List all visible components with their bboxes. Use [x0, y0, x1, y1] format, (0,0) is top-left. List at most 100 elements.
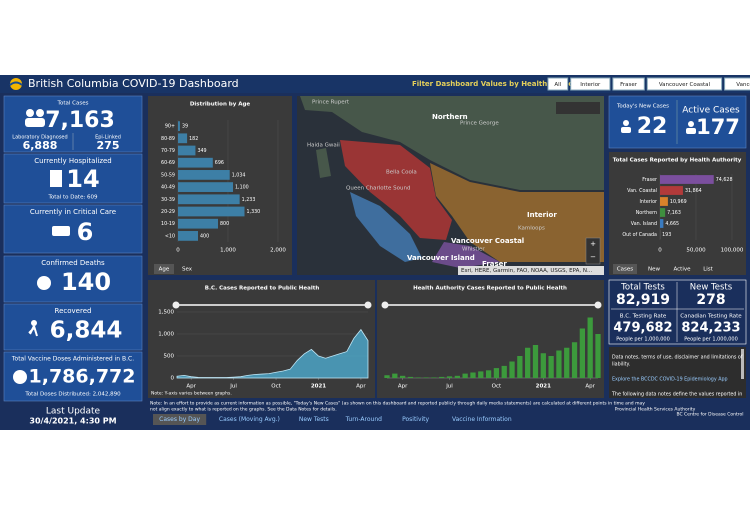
category-label: Van. Coastal: [627, 188, 657, 194]
slider-handle[interactable]: [595, 302, 602, 309]
bar: [178, 158, 213, 168]
bar: [580, 329, 585, 379]
person-icon: [623, 120, 629, 126]
value: 22: [637, 114, 668, 139]
place-label: Queen Charlotte Sound: [346, 186, 410, 192]
bar: [178, 219, 218, 229]
y-tick-label: 0: [171, 376, 175, 382]
bar: [178, 194, 240, 204]
tab[interactable]: Vaccine Information: [452, 416, 512, 423]
value-label: 1,100: [235, 185, 249, 191]
zoom-in[interactable]: +: [590, 240, 596, 248]
tab[interactable]: New: [648, 267, 660, 273]
region-label: Interior: [527, 211, 557, 219]
place-label: Whistler: [462, 247, 485, 253]
category-label: Fraser: [642, 177, 657, 183]
bar: [533, 345, 538, 378]
category-label: 60-69: [161, 160, 175, 166]
tab[interactable]: Turn-Around: [345, 416, 382, 423]
bar: [384, 375, 389, 378]
map-toolbar[interactable]: [556, 102, 600, 114]
slider-handle[interactable]: [382, 302, 389, 309]
bar: [400, 376, 405, 378]
note: Total Doses Distributed: 2,042,890: [24, 392, 121, 398]
x-tick-label: Jul: [445, 384, 453, 390]
tab[interactable]: Age: [159, 267, 170, 273]
zoom-out[interactable]: −: [590, 253, 596, 261]
category-label: Northern: [636, 210, 657, 216]
value-label: 349: [197, 148, 206, 154]
value-label: 800: [220, 221, 229, 227]
tab[interactable]: Sex: [182, 267, 193, 273]
filter-button-label[interactable]: Fraser: [620, 82, 638, 88]
x-tick-label: Jul: [229, 384, 237, 390]
dashboard-title: British Columbia COVID-19 Dashboard: [28, 77, 239, 90]
bar: [525, 348, 530, 378]
filter-button-label[interactable]: Vancouver Island: [736, 82, 750, 88]
value: 177: [696, 115, 740, 139]
bar: [408, 377, 413, 378]
place-label: Haida Gwaii: [307, 143, 340, 149]
value-label: 74,628: [716, 177, 733, 183]
category-label: Van. Island: [631, 221, 657, 227]
bar: [431, 377, 436, 378]
attribution: Esri, HERE, Garmin, FAO, NOAA, USGS, EPA…: [461, 268, 592, 274]
category-label: Interior: [640, 199, 658, 205]
person-icon: [36, 109, 44, 117]
filter-button-label[interactable]: All: [554, 82, 561, 88]
category-label: 30-39: [161, 197, 175, 203]
bar: [486, 370, 491, 378]
tab[interactable]: Active: [673, 267, 691, 273]
label: Currently in Critical Care: [30, 208, 116, 216]
people-icon: [25, 118, 45, 127]
person-icon: [686, 128, 696, 134]
hospital-icon: [50, 170, 62, 187]
panel: [377, 280, 604, 398]
label: Recovered: [55, 307, 92, 315]
walker-icon: [31, 320, 37, 326]
bar: [470, 373, 475, 379]
bar: [572, 342, 577, 378]
value-label: 1,034: [232, 172, 246, 178]
bar: [178, 182, 233, 192]
tab[interactable]: Cases by Day: [159, 416, 200, 423]
bar: [178, 207, 245, 217]
tab[interactable]: List: [703, 267, 713, 273]
scrollbar[interactable]: [741, 349, 744, 379]
category-label: Out of Canada: [622, 232, 657, 238]
unit: People per 1,000,000: [616, 337, 670, 343]
slider-handle[interactable]: [173, 302, 180, 309]
bar: [660, 186, 683, 195]
label: Canadian Testing Rate: [680, 314, 742, 320]
slider-handle[interactable]: [365, 302, 372, 309]
chart-note: Note: Y-axis varies between graphs.: [151, 391, 232, 397]
filter-button-label[interactable]: Vancouver Coastal: [659, 82, 711, 88]
bar: [502, 366, 507, 378]
x-tick-label: 0: [658, 248, 662, 254]
filter-button-label[interactable]: Interior: [580, 82, 601, 88]
bar: [423, 377, 428, 378]
label: Total Tests: [620, 283, 665, 293]
category-label: 90+: [165, 124, 175, 130]
bar: [517, 356, 522, 378]
note-line[interactable]: Explore the BCCDC COVID-19 Epidemiology …: [612, 377, 728, 383]
place-label: Prince Rupert: [312, 100, 350, 106]
category-label: 40-49: [161, 185, 175, 191]
value: 6,844: [50, 318, 123, 344]
bar: [595, 334, 600, 378]
tab[interactable]: Cases (Moving Avg.): [219, 416, 280, 423]
bar: [588, 318, 593, 379]
bar: [178, 146, 195, 156]
bar: [392, 374, 397, 378]
bar: [556, 351, 561, 379]
value-label: 39: [182, 124, 188, 130]
value: 30/4/2021, 4:30 PM: [29, 417, 116, 426]
bar: [660, 219, 663, 228]
label: Total Cases: [57, 101, 89, 107]
tab[interactable]: Positivity: [402, 416, 429, 423]
value: 278: [696, 292, 725, 308]
tab[interactable]: New Tests: [299, 416, 329, 423]
bar: [455, 376, 460, 378]
unit: People per 1,000,000: [684, 337, 738, 343]
tab[interactable]: Cases: [617, 267, 633, 273]
